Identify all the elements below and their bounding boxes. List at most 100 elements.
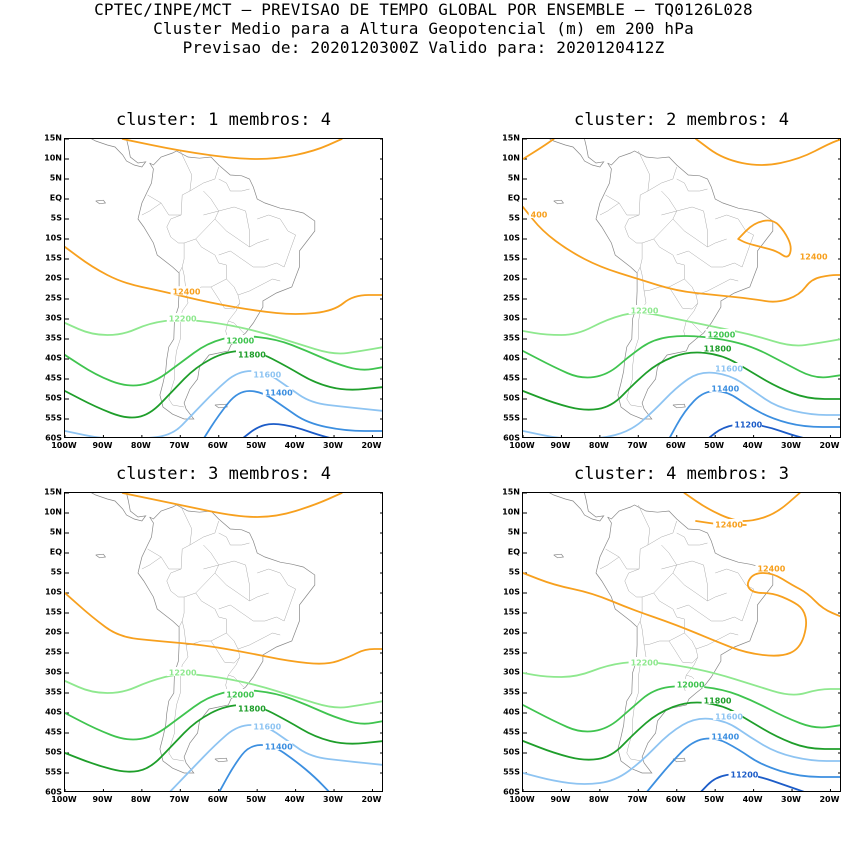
lat-tick-label: 40S — [503, 707, 520, 717]
lat-tick-label: 35S — [45, 687, 62, 697]
map-canvas: 12400 12400 12200 12000 11800 11600 11400 11200 — [523, 493, 840, 791]
contour-label-11800: 11800 — [704, 697, 732, 706]
contour-11800 — [65, 350, 382, 419]
country-border — [599, 202, 620, 216]
country-border — [703, 210, 708, 247]
country-border — [168, 644, 189, 762]
country-border — [237, 632, 281, 650]
lat-tick-label: 50S — [503, 747, 520, 757]
contour-label-bg — [709, 731, 739, 740]
contour-12200 — [523, 312, 840, 347]
lon-tick-label: 70W — [169, 795, 190, 804]
country-border — [210, 278, 241, 310]
lat-tick-label: EQ — [49, 547, 62, 557]
contour-label-12400: 12400 — [715, 521, 743, 530]
country-border — [195, 544, 219, 594]
contour-11600 — [65, 370, 382, 437]
country-border — [672, 572, 727, 602]
lat-tick-label: 50S — [503, 393, 520, 403]
lon-tick-label: 100W — [51, 441, 77, 450]
country-border — [647, 166, 677, 192]
country-border — [661, 560, 704, 570]
country-border — [203, 560, 246, 570]
lon-tick-label: 60W — [207, 441, 228, 450]
lat-tick-label: 35S — [503, 687, 520, 697]
lon-tick-label: 100W — [509, 441, 535, 450]
lat-tick-label: 30S — [45, 313, 62, 323]
lon-tick-label: 90W — [550, 441, 571, 450]
contour-12400 — [523, 139, 555, 160]
lat-tick-label: 20S — [45, 627, 62, 637]
contour-12000 — [65, 689, 382, 741]
coastline — [595, 150, 774, 420]
contour-label-11600: 11600 — [253, 723, 281, 732]
country-border — [147, 150, 193, 216]
coastline — [549, 493, 605, 522]
lon-tick-label: 20W — [361, 795, 382, 804]
country-border — [218, 250, 285, 268]
lon-tick-label: 50W — [246, 441, 267, 450]
contour-label-bg — [713, 711, 743, 720]
lat-tick-label: 15N — [44, 133, 62, 143]
country-border — [195, 190, 219, 240]
contour-12400 — [695, 139, 840, 166]
lat-tick-label: 45S — [45, 727, 62, 737]
lon-tick-label: 30W — [323, 441, 344, 450]
country-border — [283, 234, 296, 268]
lat-tick-label: 10S — [503, 233, 520, 243]
country-border — [741, 234, 754, 268]
map-frame: 400 12400 12200 12000 11800 11600 11400 11200 — [522, 138, 841, 438]
contour-12400 — [523, 206, 840, 303]
country-border — [695, 278, 739, 296]
lat-tick-label: 25S — [503, 293, 520, 303]
lon-tick-label: 100W — [51, 795, 77, 804]
contour-label-bg — [251, 369, 281, 378]
contour-label-bg — [797, 251, 828, 260]
contour-label-12400: 12400 — [757, 565, 785, 574]
country-border — [685, 302, 702, 334]
map-frame: 12400 12200 12000 11800 11600 11400 — [64, 138, 383, 438]
contour-label-12400: 400 — [531, 211, 548, 220]
header-line-2: Cluster Medio para a Altura Geopotencial… — [153, 19, 694, 38]
lat-tick-label: 15S — [503, 253, 520, 263]
contour-12400 — [683, 493, 801, 522]
contour-label-12200: 12200 — [169, 315, 197, 324]
contour-label-bg — [713, 363, 743, 372]
contour-11400 — [646, 737, 840, 791]
country-border — [218, 532, 250, 546]
contour-label-11800: 11800 — [238, 705, 266, 714]
lon-tick-label: 40W — [284, 441, 305, 450]
country-border — [214, 572, 269, 602]
island — [214, 757, 228, 763]
contour-label-bg — [235, 349, 266, 358]
contour-11600 — [169, 724, 382, 791]
lat-tick-label: 20S — [503, 273, 520, 283]
country-border — [166, 568, 185, 628]
country-border — [225, 320, 229, 338]
contour-label-bg — [728, 769, 759, 778]
lon-tick-label: 30W — [323, 795, 344, 804]
contour-label-12000: 12000 — [226, 337, 254, 346]
contour-label-11600: 11600 — [715, 713, 743, 722]
contour-label-11400: 11400 — [265, 389, 293, 398]
contour-12400 — [65, 592, 382, 665]
lat-tick-label: 5S — [50, 567, 62, 577]
country-border — [141, 556, 162, 570]
lat-tick-label: EQ — [507, 193, 520, 203]
lon-tick-label: 80W — [588, 441, 609, 450]
contour-label-11800: 11800 — [704, 345, 732, 354]
contour-12200 — [65, 673, 382, 709]
coastline — [91, 139, 147, 168]
lon-tick-label: 90W — [92, 795, 113, 804]
lat-tick-label: 20S — [45, 273, 62, 283]
lon-tick-label: 50W — [246, 795, 267, 804]
contour-11600 — [523, 371, 840, 437]
contour-label-bg — [674, 679, 705, 688]
contour-label-bg — [528, 209, 548, 218]
lon-tick-label: 60W — [207, 795, 228, 804]
lat-tick-label: 45S — [45, 373, 62, 383]
coastline — [91, 493, 147, 522]
lat-tick-label: 15N — [502, 487, 520, 497]
contour-12400 — [523, 572, 840, 657]
lon-tick-label: 20W — [819, 441, 840, 450]
